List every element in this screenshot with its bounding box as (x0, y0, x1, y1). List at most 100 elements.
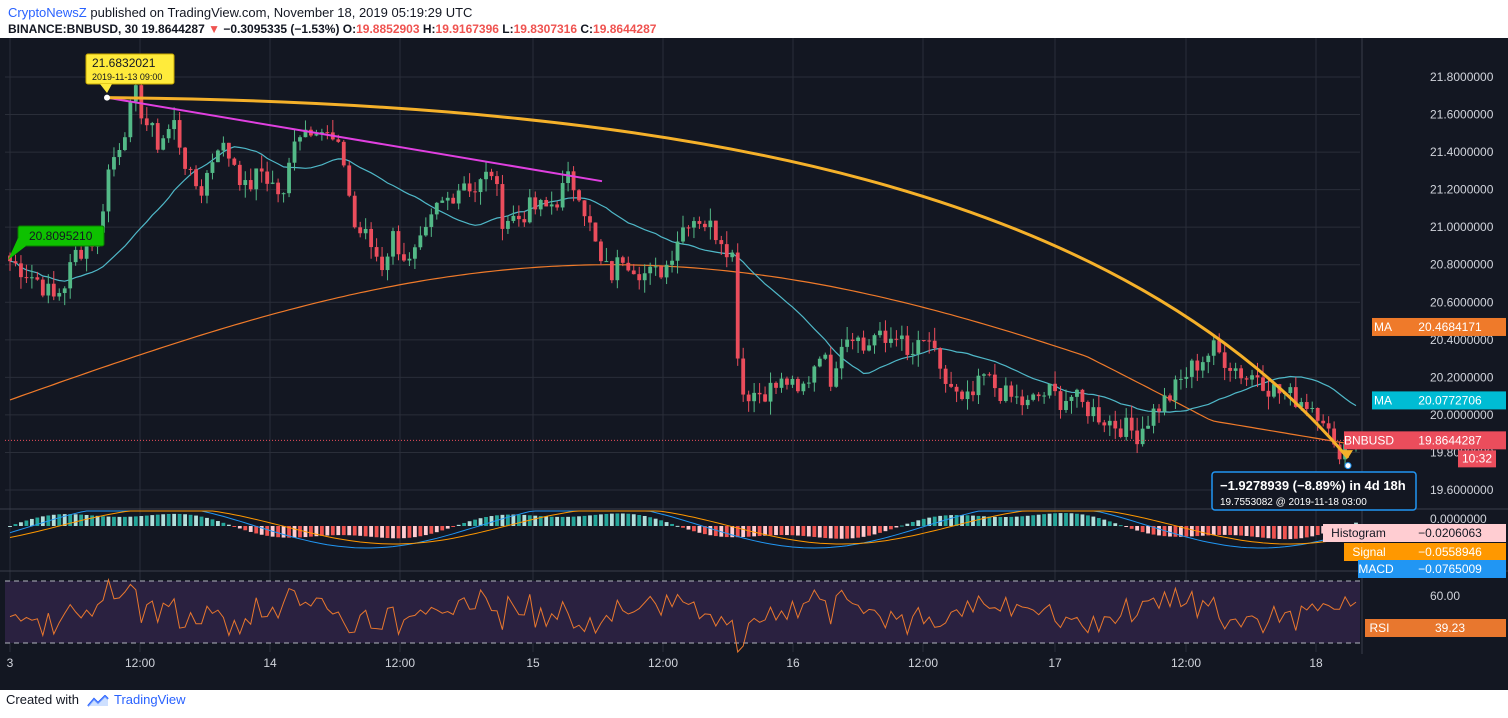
candle-body (62, 288, 67, 294)
signal-tag-value: −0.0558946 (1418, 545, 1482, 559)
macd-histogram-bar (423, 526, 428, 536)
candle-body (1195, 360, 1200, 371)
price-chart[interactable]: 21.8000000 21.6000000 21.4000000 21.2000000… (0, 38, 1508, 690)
macd-histogram-bar (1189, 526, 1194, 537)
macd-histogram-bar (642, 515, 647, 526)
candle-body (1217, 340, 1222, 353)
macd-histogram-bar (467, 521, 472, 526)
price-tick-label: 20.0000000 (1430, 408, 1494, 422)
macd-histogram-bar (183, 514, 187, 526)
macd-histogram-bar (101, 516, 105, 526)
candle-body (380, 256, 384, 271)
candle-body (938, 348, 943, 369)
candle-body (1168, 395, 1172, 401)
macd-histogram-bar (670, 523, 674, 526)
footer: Created with TradingView (6, 692, 186, 707)
candles[interactable] (8, 73, 1358, 468)
macd-pane (8, 510, 1358, 549)
macd-histogram-bar (604, 513, 609, 526)
candle-body (1146, 425, 1150, 429)
measure-box (1211, 471, 1417, 511)
macd-histogram-bar (1293, 526, 1298, 539)
macd-histogram-bar (8, 526, 12, 527)
macd-histogram-bar (292, 526, 297, 538)
candle-body (960, 391, 964, 400)
macd-histogram-bar (177, 513, 182, 526)
candle-body (325, 132, 330, 134)
macd-histogram-bar (473, 519, 477, 526)
symbol-tag-value: 19.8644287 (1418, 433, 1482, 447)
macd-histogram-bar (620, 513, 625, 526)
candle-body (358, 227, 363, 234)
macd-histogram-bar (681, 526, 685, 528)
candle-body (856, 337, 860, 342)
tradingview-brand[interactable]: TradingView (114, 692, 186, 707)
macd-histogram-bar (932, 516, 937, 526)
candle-body (724, 244, 729, 258)
candle-body (834, 368, 839, 387)
candle-body (35, 277, 40, 280)
candle-body (538, 200, 543, 210)
macd-histogram-bar (812, 526, 817, 537)
candle-body (1058, 391, 1063, 410)
candle-body (642, 273, 647, 281)
open-value: 19.8852903 (356, 22, 420, 36)
macd-histogram-bar (1146, 526, 1150, 534)
rsi-pane (5, 577, 1360, 654)
candle-body (1222, 352, 1227, 368)
candle-body (730, 252, 735, 258)
macd-histogram-bar (68, 514, 73, 526)
macd-histogram-bar (281, 526, 286, 538)
macd-histogram-bar (659, 520, 664, 526)
candle-body (1179, 378, 1183, 380)
candle-body (533, 197, 538, 210)
countdown-text: 10:32 (1462, 451, 1492, 465)
candle-body (396, 231, 401, 255)
macd-histogram-bar (391, 526, 395, 539)
macd-histogram-bar (713, 526, 718, 537)
macd-histogram-bar (795, 526, 800, 536)
candle-body (1091, 407, 1096, 417)
candle-body (84, 245, 89, 259)
macd-histogram-bar (112, 516, 116, 526)
symbol-tag-name: BNBUSD (1344, 433, 1394, 447)
macd-histogram-bar (555, 516, 560, 526)
macd-histogram-bar (637, 514, 642, 526)
candle-body (139, 85, 144, 119)
macd-histogram-bar (385, 526, 390, 539)
macd-histogram-bar (380, 526, 384, 538)
candle-body (500, 184, 505, 229)
candle-body (692, 221, 696, 228)
macd-histogram-bar (122, 516, 127, 526)
candle-body (177, 120, 182, 148)
macd-histogram-bar (205, 517, 209, 526)
candle-body (1042, 395, 1047, 397)
macd-histogram-bar (1135, 526, 1140, 531)
candle-body (620, 257, 625, 263)
macd-histogram-bar (144, 515, 149, 526)
candle-body (670, 260, 674, 265)
countdown-box (1458, 450, 1496, 468)
candle-body (965, 391, 970, 400)
candle-body (29, 277, 34, 279)
macd-histogram-bar (1113, 523, 1118, 526)
candle-body (1211, 340, 1216, 356)
signal-tag-name-box (1344, 543, 1394, 561)
macd-histogram-bar (905, 523, 910, 526)
price-tick-label: 21.0000000 (1430, 220, 1494, 234)
candle-body (363, 228, 368, 234)
candle-body (1299, 402, 1304, 407)
macd-histogram-bar (938, 515, 943, 526)
macd-histogram-bar (1299, 526, 1304, 539)
macd-histogram-bar (133, 516, 138, 526)
candle-body (588, 216, 592, 223)
macd-histogram-bar (396, 526, 401, 539)
macd-histogram-bar (319, 526, 324, 536)
candle-body (626, 262, 631, 271)
candle-body (456, 190, 461, 204)
macd-histogram-bar (949, 515, 954, 526)
ma-fast-tag-name: MA (1374, 393, 1392, 407)
author-link[interactable]: CryptoNewsZ (8, 5, 87, 20)
candle-body (839, 346, 844, 369)
macd-histogram-bar (1009, 516, 1014, 526)
